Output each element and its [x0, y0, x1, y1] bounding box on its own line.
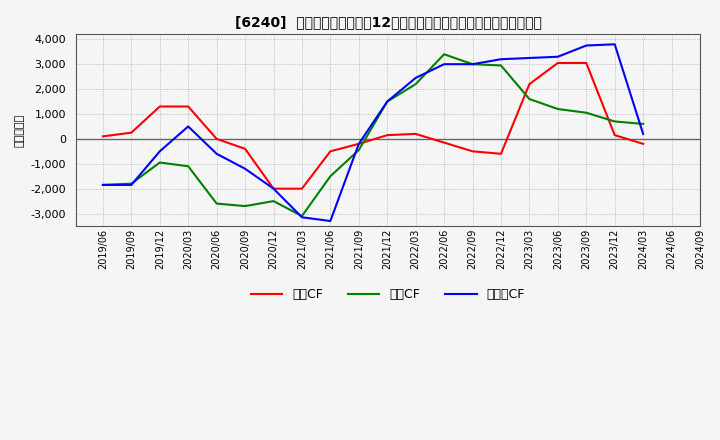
営業CF	[99, 134, 107, 139]
営業CF	[269, 186, 278, 191]
営業CF	[127, 130, 135, 135]
営業CF	[497, 151, 505, 157]
投資CF	[639, 121, 647, 127]
フリーCF	[611, 42, 619, 47]
投資CF	[156, 160, 164, 165]
フリーCF	[354, 141, 363, 147]
フリーCF	[99, 182, 107, 187]
営業CF	[156, 104, 164, 109]
フリーCF	[156, 149, 164, 154]
フリーCF	[468, 62, 477, 67]
フリーCF	[554, 54, 562, 59]
投資CF	[127, 181, 135, 186]
Y-axis label: （百万円）: （百万円）	[15, 114, 25, 147]
営業CF	[611, 132, 619, 138]
投資CF	[269, 198, 278, 204]
Title: [6240]  キャッシュフローの12か月移動合計の対前年同期増減額の推移: [6240] キャッシュフローの12か月移動合計の対前年同期増減額の推移	[235, 15, 541, 29]
投資CF	[497, 63, 505, 68]
フリーCF	[383, 99, 392, 104]
フリーCF	[212, 151, 221, 157]
営業CF	[383, 132, 392, 138]
Line: 営業CF: 営業CF	[103, 63, 643, 189]
営業CF	[212, 136, 221, 142]
営業CF	[240, 146, 249, 151]
フリーCF	[184, 124, 192, 129]
フリーCF	[240, 166, 249, 172]
投資CF	[212, 201, 221, 206]
営業CF	[639, 141, 647, 147]
投資CF	[468, 62, 477, 67]
投資CF	[240, 203, 249, 209]
営業CF	[411, 131, 420, 136]
フリーCF	[326, 218, 335, 224]
投資CF	[582, 110, 590, 115]
営業CF	[184, 104, 192, 109]
投資CF	[611, 119, 619, 124]
営業CF	[354, 141, 363, 147]
投資CF	[525, 96, 534, 102]
営業CF	[582, 60, 590, 66]
営業CF	[525, 81, 534, 87]
投資CF	[411, 81, 420, 87]
投資CF	[99, 182, 107, 187]
フリーCF	[269, 186, 278, 191]
営業CF	[297, 186, 306, 191]
フリーCF	[297, 215, 306, 220]
投資CF	[354, 147, 363, 153]
投資CF	[554, 106, 562, 112]
フリーCF	[411, 75, 420, 81]
営業CF	[326, 149, 335, 154]
フリーCF	[639, 131, 647, 136]
フリーCF	[497, 57, 505, 62]
投資CF	[326, 173, 335, 179]
フリーCF	[127, 182, 135, 187]
投資CF	[440, 51, 449, 57]
投資CF	[297, 213, 306, 219]
投資CF	[383, 99, 392, 104]
営業CF	[440, 140, 449, 145]
フリーCF	[582, 43, 590, 48]
営業CF	[468, 149, 477, 154]
投資CF	[184, 164, 192, 169]
フリーCF	[525, 55, 534, 61]
Legend: 営業CF, 投資CF, フリーCF: 営業CF, 投資CF, フリーCF	[246, 283, 530, 306]
フリーCF	[440, 62, 449, 67]
営業CF	[554, 60, 562, 66]
Line: 投資CF: 投資CF	[103, 54, 643, 216]
Line: フリーCF: フリーCF	[103, 44, 643, 221]
